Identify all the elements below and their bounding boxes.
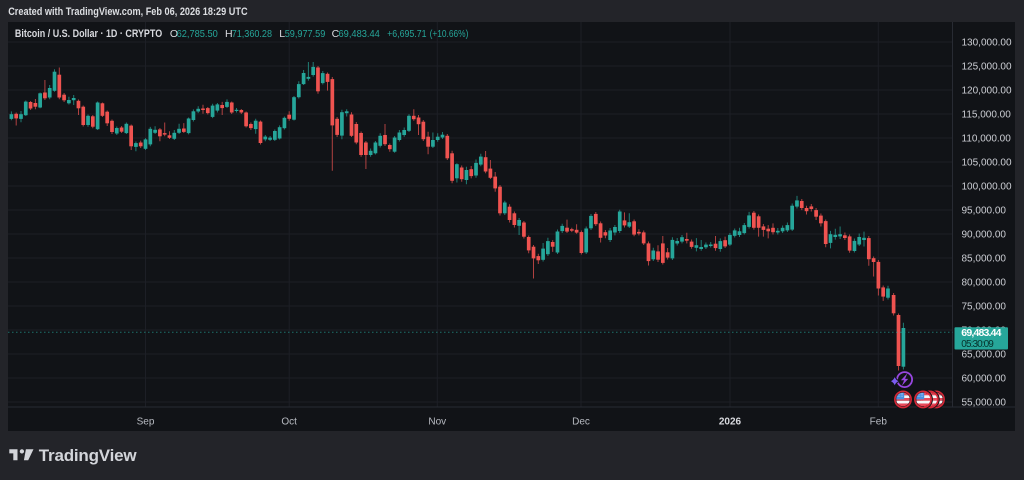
svg-text:Sep: Sep xyxy=(137,417,155,428)
svg-text:59,977.59: 59,977.59 xyxy=(285,28,326,40)
svg-text:Bitcoin / U.S. Dollar · 1D · C: Bitcoin / U.S. Dollar · 1D · CRYPTO xyxy=(15,28,163,40)
svg-text:115,000.00: 115,000.00 xyxy=(962,110,1012,121)
svg-text:75,000.00: 75,000.00 xyxy=(962,302,1007,313)
svg-text:C: C xyxy=(332,28,340,40)
svg-text:O: O xyxy=(170,28,178,40)
svg-text:60,000.00: 60,000.00 xyxy=(962,374,1007,385)
svg-text:+6,695.71: +6,695.71 xyxy=(387,28,427,40)
svg-text:110,000.00: 110,000.00 xyxy=(962,134,1012,145)
svg-text:L: L xyxy=(279,28,285,40)
svg-text:95,000.00: 95,000.00 xyxy=(962,206,1007,217)
svg-text:(+10.66%): (+10.66%) xyxy=(430,28,469,40)
svg-text:100,000.00: 100,000.00 xyxy=(962,182,1012,193)
svg-text:Dec: Dec xyxy=(572,417,590,428)
svg-text:69,483.44: 69,483.44 xyxy=(961,327,1001,339)
svg-text:TradingView: TradingView xyxy=(39,446,138,465)
svg-text:05:30:09: 05:30:09 xyxy=(961,339,994,350)
svg-text:80,000.00: 80,000.00 xyxy=(962,278,1007,289)
svg-text:Oct: Oct xyxy=(281,417,297,428)
svg-text:105,000.00: 105,000.00 xyxy=(962,158,1012,169)
svg-text:Created with TradingView.com,: Created with TradingView.com, Feb 06, 20… xyxy=(8,6,247,18)
svg-text:62,785.50: 62,785.50 xyxy=(177,28,218,40)
svg-text:2026: 2026 xyxy=(719,417,742,428)
svg-text:Nov: Nov xyxy=(428,417,446,428)
svg-text:125,000.00: 125,000.00 xyxy=(962,62,1012,73)
svg-text:55,000.00: 55,000.00 xyxy=(962,398,1007,409)
svg-text:90,000.00: 90,000.00 xyxy=(962,230,1007,241)
svg-text:130,000.00: 130,000.00 xyxy=(962,38,1012,49)
svg-text:69,483.44: 69,483.44 xyxy=(339,28,380,40)
svg-text:120,000.00: 120,000.00 xyxy=(962,86,1012,97)
svg-text:65,000.00: 65,000.00 xyxy=(962,350,1007,361)
svg-text:71,360.28: 71,360.28 xyxy=(232,28,272,40)
svg-text:85,000.00: 85,000.00 xyxy=(962,254,1007,265)
svg-text:H: H xyxy=(225,28,233,40)
svg-text:Feb: Feb xyxy=(870,417,888,428)
